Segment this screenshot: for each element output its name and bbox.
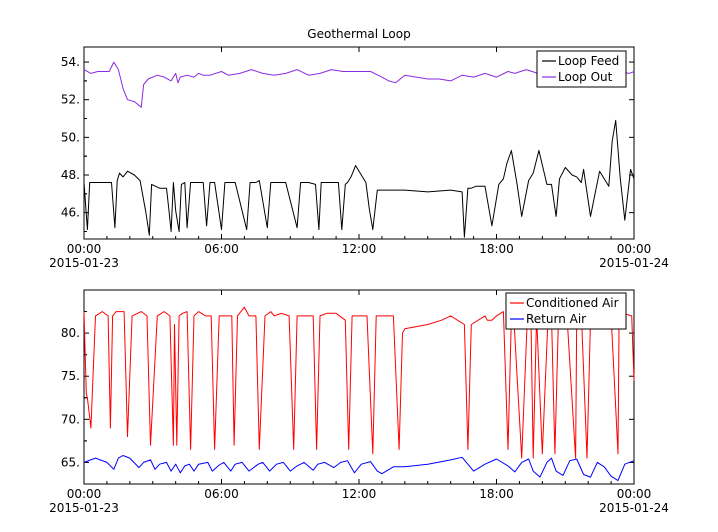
x-tick-date-label: 2015-01-23: [49, 501, 119, 515]
series-line-return-air: [83, 455, 635, 482]
y-tick-label: 54.: [61, 55, 80, 69]
y-tick-label: 46.: [61, 206, 80, 220]
x-tick-date-label: 2015-01-24: [599, 256, 669, 270]
y-axis-ticks: 65. 70. 75. 80.: [61, 311, 634, 469]
loop-temperature-panel: Geothermal Loop 46.48.50.52.54. 00:00201…: [49, 27, 669, 270]
x-tick-label: 00:00: [617, 242, 652, 256]
x-tick-label: 12:00: [342, 242, 377, 256]
legend-box: [505, 292, 627, 330]
series-line-conditioned-air: [83, 306, 635, 459]
legend-label-loop-feed: Loop Feed: [558, 54, 619, 68]
y-tick-label: 48.: [61, 168, 80, 182]
chart-title: Geothermal Loop: [307, 27, 410, 41]
y-axis-ticks: 46. 48. 50. 52. 54.: [61, 55, 634, 232]
legend: Conditioned Air Return Air: [505, 292, 627, 330]
legend-label-loop-out: Loop Out: [558, 70, 613, 84]
y-tick-label: 70.: [61, 412, 80, 426]
y-tick-label: 65.: [61, 455, 80, 469]
legend-label-conditioned-air: Conditioned Air: [526, 296, 619, 310]
y-tick-label: 80.: [61, 326, 80, 340]
x-tick-label: 00:00: [67, 242, 102, 256]
x-tick-label: 18:00: [479, 242, 514, 256]
series-line-loop-out: [83, 61, 635, 108]
series-lines: [83, 61, 635, 238]
legend-box: [536, 50, 627, 88]
series-lines: [83, 306, 635, 482]
y-tick-label: 50.: [61, 130, 80, 144]
x-tick-date-label: 2015-01-23: [49, 256, 119, 270]
series-line-loop-feed: [83, 119, 635, 238]
y-tick-label: 75.: [61, 369, 80, 383]
x-tick-date-label: 2015-01-24: [599, 501, 669, 515]
x-tick-label: 00:00: [67, 487, 102, 501]
x-tick-label: 18:00: [479, 487, 514, 501]
x-tick-label: 06:00: [204, 487, 239, 501]
x-tick-label: 00:00: [617, 487, 652, 501]
x-tick-label: 06:00: [204, 242, 239, 256]
x-tick-label: 12:00: [342, 487, 377, 501]
y-tick-label: 52.: [61, 93, 80, 107]
legend: Loop Feed Loop Out: [536, 50, 627, 88]
legend-label-return-air: Return Air: [526, 312, 586, 326]
